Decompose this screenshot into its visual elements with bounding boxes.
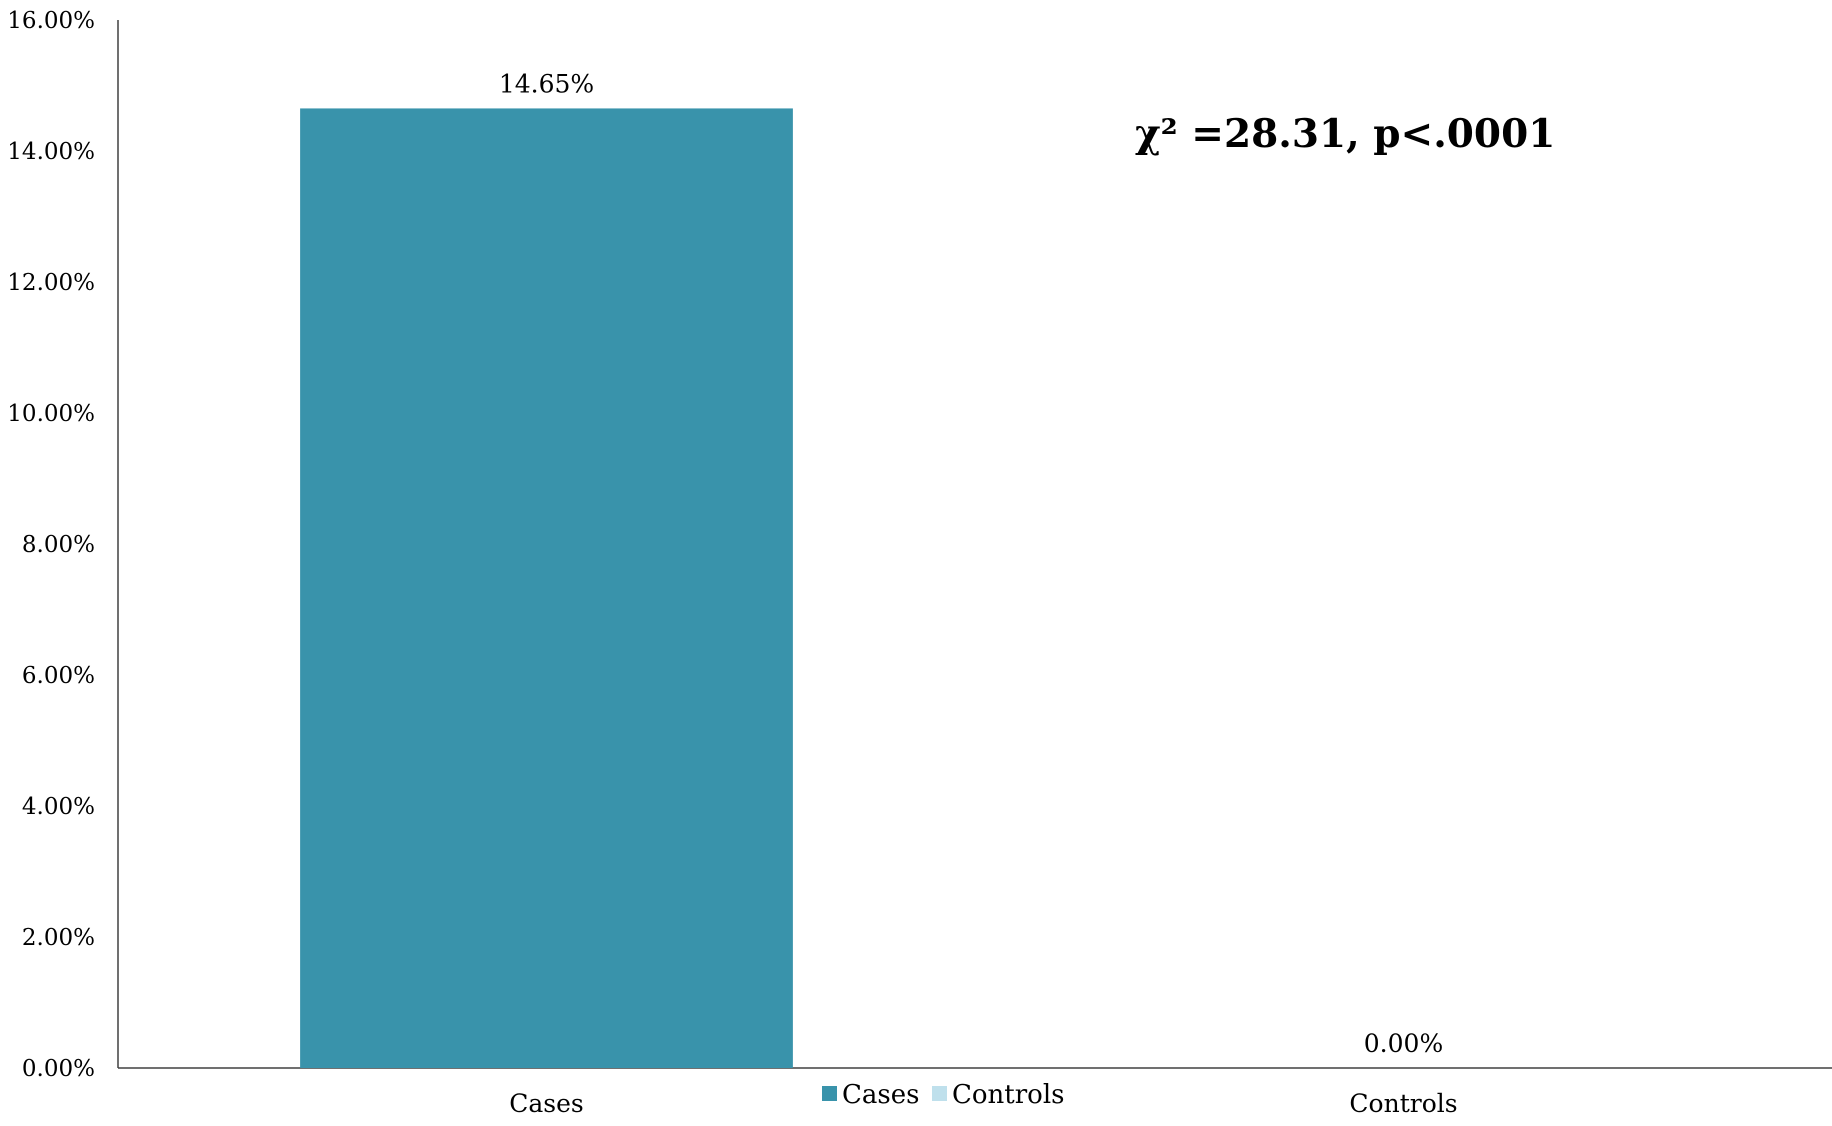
y-tick-label: 4.00%	[22, 794, 95, 820]
y-axis-ticks: 0.00% 2.00% 4.00% 6.00% 8.00% 10.00% 12.00% 14.…	[7, 8, 95, 1082]
legend-label-cases: Cases	[842, 1080, 919, 1110]
y-tick-label: 12.00%	[7, 270, 95, 296]
x-axis-category-labels: Cases Controls	[509, 1089, 1457, 1118]
y-tick-label: 6.00%	[22, 663, 95, 689]
data-label-cases: 14.65%	[499, 69, 594, 98]
y-tick-label: 0.00%	[22, 1056, 95, 1082]
bar-cases	[300, 108, 793, 1069]
data-label-controls: 0.00%	[1364, 1029, 1443, 1058]
x-category-label: Controls	[1349, 1089, 1457, 1118]
bar-series	[300, 108, 793, 1069]
legend: Cases Controls	[822, 1080, 1064, 1110]
chi-square-annotation: χ² =28.31, p<.0001	[1135, 111, 1555, 157]
x-category-label: Cases	[509, 1089, 584, 1118]
y-tick-label: 14.00%	[7, 139, 95, 165]
y-tick-label: 10.00%	[7, 401, 95, 427]
y-tick-label: 2.00%	[22, 925, 95, 951]
legend-swatch-cases	[822, 1086, 837, 1101]
legend-swatch-controls	[932, 1086, 947, 1101]
legend-label-controls: Controls	[952, 1080, 1064, 1110]
y-tick-label: 8.00%	[22, 532, 95, 558]
y-tick-label: 16.00%	[7, 8, 95, 34]
data-labels: 14.65% 0.00%	[499, 69, 1443, 1058]
